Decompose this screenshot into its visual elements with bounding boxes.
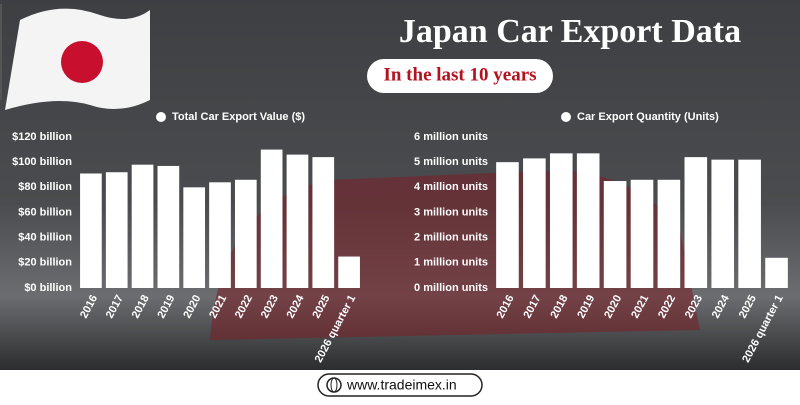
y-tick-label: 0 million units xyxy=(414,282,488,294)
subtitle-pill xyxy=(367,59,553,93)
bar xyxy=(131,164,154,288)
bar xyxy=(711,159,735,288)
y-tick-label: $0 billion xyxy=(24,282,72,294)
y-tick-label: $120 billion xyxy=(12,131,72,143)
y-tick-label: $80 billion xyxy=(18,181,72,193)
y-tick-label: 1 million units xyxy=(414,257,488,269)
y-tick-label: 2 million units xyxy=(414,232,488,244)
bar xyxy=(183,187,206,288)
bar xyxy=(105,172,128,288)
y-tick-label: 5 million units xyxy=(414,156,488,168)
y-tick-label: 4 million units xyxy=(414,181,488,193)
bar xyxy=(576,153,600,288)
globe-icon-meridian xyxy=(330,377,338,393)
bar xyxy=(523,158,546,288)
bar xyxy=(80,173,102,288)
bar xyxy=(234,179,257,288)
y-tick-label: $60 billion xyxy=(18,206,72,218)
bar xyxy=(603,181,627,288)
bar xyxy=(338,256,360,288)
flag-sun xyxy=(61,41,103,83)
bar xyxy=(765,257,788,288)
bar xyxy=(209,182,231,288)
bar xyxy=(312,157,335,288)
y-tick-label: 6 million units xyxy=(414,131,488,143)
bar xyxy=(684,157,708,288)
bar xyxy=(657,179,681,288)
title: Japan Car Export Data xyxy=(399,13,741,50)
legend-marker xyxy=(561,112,571,122)
y-tick-label: $40 billion xyxy=(18,232,72,244)
bar xyxy=(496,162,519,288)
legend-label: Total Car Export Value ($) xyxy=(172,111,305,123)
url: www.tradeimex.in xyxy=(346,377,457,393)
y-tick-label: $20 billion xyxy=(18,257,72,269)
legend-marker xyxy=(156,112,166,122)
y-tick-label: $100 billion xyxy=(12,156,72,168)
bar xyxy=(549,153,573,288)
bar xyxy=(738,159,761,288)
y-tick-label: 3 million units xyxy=(414,206,488,218)
bar xyxy=(286,154,309,288)
bar xyxy=(157,165,180,288)
bar xyxy=(260,149,283,288)
legend-label: Car Export Quantity (Units) xyxy=(577,111,719,123)
bar xyxy=(630,179,654,288)
subtitle: In the last 10 years xyxy=(383,64,536,85)
url-pill xyxy=(317,373,483,397)
